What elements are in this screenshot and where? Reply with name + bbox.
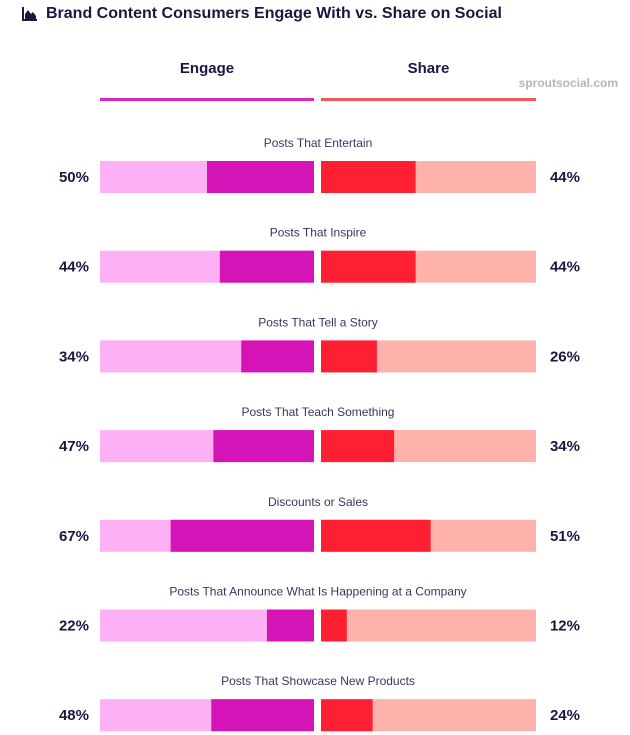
share-bar-bg: [321, 609, 536, 642]
chart-title: Brand Content Consumers Engage With vs. …: [22, 3, 502, 25]
share-value-label: 26%: [550, 348, 580, 365]
engage-bar: [211, 699, 314, 732]
share-bar: [321, 161, 416, 193]
engage-value-label: 44%: [59, 259, 89, 276]
share-value-label: 12%: [550, 618, 580, 635]
legend-engage: Engage: [179, 60, 235, 77]
share-value-label: 44%: [550, 169, 580, 186]
category-label: Posts That Tell a Story: [258, 315, 378, 329]
category-label: Discounts or Sales: [268, 495, 368, 509]
engage-bar: [207, 161, 314, 193]
category-label: Posts That Inspire: [270, 226, 367, 240]
share-value-label: 24%: [550, 707, 580, 724]
engage-value-label: 67%: [59, 528, 89, 545]
engage-value-label: 34%: [59, 348, 89, 365]
engage-value-label: 50%: [59, 169, 89, 186]
share-bar: [321, 519, 431, 552]
share-bar: [321, 250, 416, 283]
chart-title-text: Brand Content Consumers Engage With vs. …: [46, 5, 502, 22]
legend-engage-line: [100, 98, 314, 101]
legend-share-line: [321, 98, 536, 101]
engage-bar: [241, 340, 314, 373]
engage-value-label: 47%: [59, 438, 89, 455]
category-label: Posts That Showcase New Products: [221, 674, 415, 688]
category-label: Posts That Announce What Is Happening at…: [169, 585, 466, 599]
source-credit: sproutsocial.com: [518, 76, 618, 90]
legend-share: Share: [407, 60, 450, 77]
engage-bar: [213, 430, 314, 463]
engage-bar: [170, 519, 314, 552]
share-value-label: 44%: [550, 259, 580, 276]
share-bar: [321, 699, 373, 732]
engage-bar: [219, 250, 314, 283]
share-bar: [321, 609, 347, 642]
share-value-label: 51%: [550, 528, 580, 545]
engage-bar: [266, 609, 314, 642]
area-chart-icon: [22, 7, 37, 21]
category-label: Posts That Entertain: [264, 136, 373, 150]
share-value-label: 34%: [550, 438, 580, 455]
share-bar: [321, 430, 395, 463]
engage-value-label: 22%: [59, 618, 89, 635]
category-label: Posts That Teach Something: [242, 405, 395, 419]
engage-value-label: 48%: [59, 707, 89, 724]
share-bar: [321, 340, 377, 373]
